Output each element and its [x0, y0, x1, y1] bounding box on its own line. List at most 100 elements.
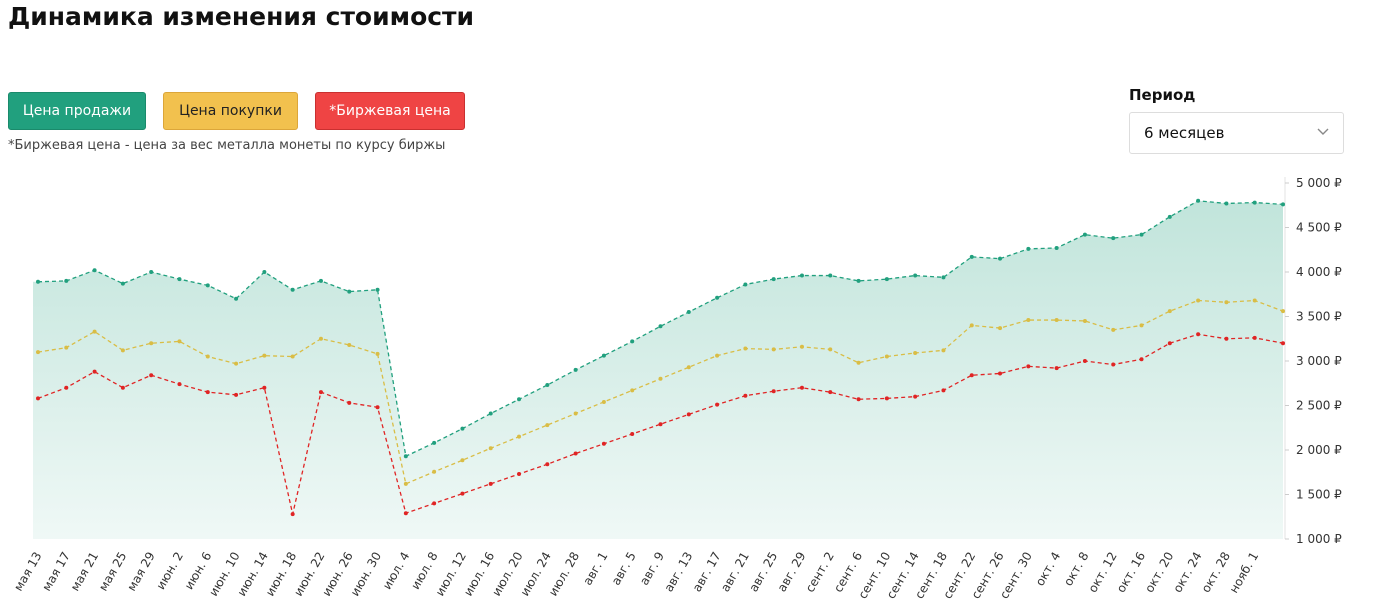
- data-point: [828, 390, 833, 395]
- data-point: [998, 326, 1003, 331]
- data-point: [149, 270, 154, 274]
- data-point: [262, 353, 267, 358]
- x-tick-label: авг. 1: [580, 550, 610, 588]
- data-point: [1054, 245, 1059, 250]
- data-point: [1026, 318, 1031, 323]
- x-tick-label: окт. 8: [1061, 550, 1092, 589]
- page-title: Динамика изменения стоимости: [8, 2, 475, 31]
- chart: 1 000 ₽ 1 500 ₽ 2 000 ₽ 2 500 ₽ 3 000 ₽ 3 500…: [11, 176, 1342, 601]
- data-point: [290, 512, 295, 517]
- data-point: [1054, 366, 1059, 371]
- data-point: [290, 354, 295, 359]
- sell-price-button[interactable]: Цена продажи: [8, 92, 146, 130]
- data-point: [36, 279, 40, 284]
- data-point: [969, 373, 974, 378]
- data-point: [36, 350, 40, 355]
- data-point: [573, 451, 578, 456]
- data-point: [715, 295, 720, 300]
- data-point: [64, 385, 69, 390]
- data-point: [856, 360, 861, 365]
- data-point: [149, 341, 154, 346]
- data-point: [149, 373, 154, 378]
- data-point: [545, 423, 550, 428]
- data-point: [1252, 335, 1257, 340]
- data-point: [601, 441, 606, 446]
- data-point: [234, 296, 239, 301]
- data-point: [1167, 214, 1172, 219]
- data-point: [488, 411, 493, 416]
- data-point: [1139, 232, 1144, 237]
- data-point: [1111, 236, 1116, 241]
- y-tick-label: 1 000 ₽: [1296, 532, 1342, 546]
- data-point: [771, 347, 776, 352]
- data-point: [1139, 357, 1144, 362]
- data-point: [92, 369, 97, 374]
- data-point: [828, 273, 833, 278]
- data-point: [856, 397, 861, 402]
- data-point: [205, 283, 210, 288]
- data-point: [460, 426, 465, 431]
- data-point: [913, 350, 918, 355]
- data-point: [828, 347, 833, 352]
- data-point: [177, 277, 182, 282]
- y-tick-label: 5 000 ₽: [1296, 176, 1342, 190]
- data-point: [1026, 364, 1031, 369]
- data-point: [998, 256, 1003, 261]
- data-point: [743, 393, 748, 398]
- buy-price-button[interactable]: Цена покупки: [163, 92, 298, 130]
- data-point: [601, 399, 606, 404]
- data-point: [686, 365, 691, 370]
- data-point: [686, 412, 691, 417]
- y-tick-label: 2 000 ₽: [1296, 443, 1342, 457]
- data-point: [1139, 323, 1144, 328]
- data-point: [545, 383, 550, 388]
- data-point: [1196, 332, 1201, 337]
- data-point: [318, 336, 323, 341]
- data-point: [630, 388, 635, 393]
- data-point: [64, 278, 69, 283]
- note: *Биржевая цена - цена за вес металла мон…: [8, 138, 446, 153]
- data-point: [771, 389, 776, 394]
- data-point: [290, 287, 295, 292]
- y-tick-label: 4 000 ₽: [1296, 265, 1342, 279]
- data-point: [517, 472, 522, 477]
- data-point: [884, 354, 889, 359]
- data-point: [573, 411, 578, 416]
- data-point: [120, 281, 125, 286]
- data-point: [1026, 246, 1031, 251]
- data-point: [262, 270, 267, 274]
- data-point: [347, 400, 352, 405]
- data-point: [630, 431, 635, 436]
- data-point: [913, 273, 918, 278]
- data-point: [941, 388, 946, 393]
- data-point: [36, 396, 40, 401]
- data-point: [318, 390, 323, 395]
- data-point: [630, 339, 635, 344]
- y-tick-label: 4 500 ₽: [1296, 221, 1342, 235]
- data-point: [517, 397, 522, 402]
- exchange-price-button[interactable]: *Биржевая цена: [315, 92, 465, 130]
- data-point: [375, 287, 380, 292]
- data-point: [601, 353, 606, 358]
- data-point: [92, 268, 97, 273]
- period-value: 6 месяцев: [1144, 124, 1225, 142]
- data-point: [432, 440, 437, 445]
- data-point: [432, 501, 437, 506]
- data-point: [120, 385, 125, 390]
- y-tick-label: 3 000 ₽: [1296, 354, 1342, 368]
- data-point: [686, 310, 691, 315]
- data-point: [1281, 341, 1285, 346]
- data-point: [403, 511, 408, 516]
- data-point: [347, 342, 352, 347]
- y-tick-label: 1 500 ₽: [1296, 488, 1342, 502]
- x-tick-label: окт. 4: [1033, 550, 1064, 589]
- data-point: [1196, 298, 1201, 303]
- data-point: [1252, 200, 1257, 205]
- chevron: [1317, 128, 1329, 135]
- data-point: [743, 346, 748, 351]
- y-tick-label: 2 500 ₽: [1296, 399, 1342, 413]
- period-select[interactable]: 6 месяцев: [1129, 112, 1344, 154]
- data-point: [1252, 298, 1257, 303]
- data-point: [1082, 359, 1087, 363]
